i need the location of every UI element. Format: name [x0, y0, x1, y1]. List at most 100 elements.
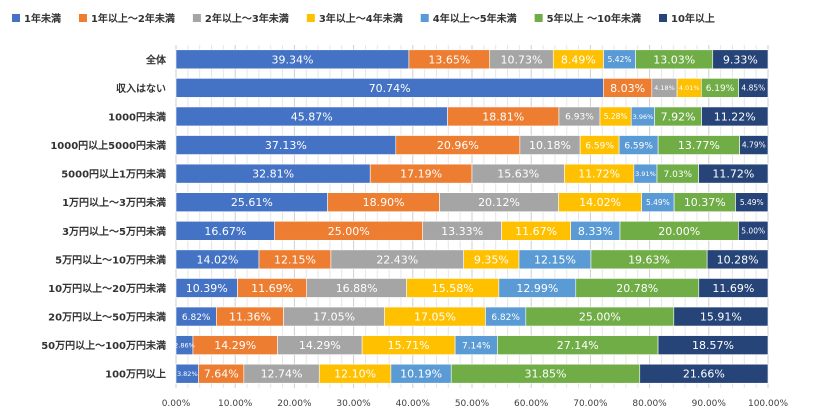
- data-label: 10.18%: [529, 139, 571, 152]
- data-label: 10.73%: [501, 53, 543, 66]
- legend-label: 10年以上: [671, 12, 715, 25]
- legend-label: 2年以上～3年未満: [205, 12, 289, 25]
- data-label: 15.58%: [432, 282, 474, 295]
- bar-segment: [738, 78, 769, 98]
- category-label: 収入はない: [116, 83, 166, 95]
- data-label: 4.18%: [654, 84, 675, 92]
- data-label: 11.72%: [578, 168, 620, 181]
- data-label: 10.37%: [684, 196, 726, 209]
- category-label: 100万円以上: [105, 368, 166, 381]
- data-label: 11.22%: [714, 110, 756, 123]
- data-label: 17.19%: [400, 168, 442, 181]
- bar-segment: [639, 363, 769, 384]
- data-label: 6.82%: [182, 313, 211, 323]
- data-label: 5.49%: [740, 198, 764, 207]
- data-label: 12.10%: [334, 368, 376, 381]
- data-label: 12.15%: [534, 253, 576, 266]
- data-label: 6.19%: [706, 84, 735, 94]
- category-label: 3万円以上～5万円未満: [62, 225, 166, 238]
- x-tick-label: 10.00%: [218, 399, 253, 409]
- data-label: 5.42%: [608, 55, 632, 64]
- data-label: 2.86%: [174, 341, 195, 349]
- data-label: 15.63%: [497, 168, 539, 181]
- legend-swatch: [659, 14, 668, 22]
- x-tick-label: 40.00%: [396, 399, 431, 409]
- data-label: 25.00%: [328, 225, 370, 238]
- bar-segment: [698, 163, 769, 184]
- data-label: 3.96%: [633, 113, 654, 121]
- x-tick-label: 60.00%: [514, 399, 549, 409]
- category-label: 全体: [145, 53, 167, 66]
- legend-label: 1年以上～2年未満: [91, 12, 175, 25]
- data-label: 37.13%: [265, 139, 307, 152]
- data-label: 6.93%: [565, 113, 594, 123]
- bar-segment: [701, 106, 769, 127]
- data-label: 16.67%: [204, 225, 246, 238]
- data-label: 31.85%: [525, 368, 567, 381]
- data-label: 14.02%: [579, 196, 621, 209]
- x-tick-label: 80.00%: [632, 399, 667, 409]
- data-label: 15.91%: [700, 311, 742, 324]
- data-label: 7.14%: [462, 341, 491, 351]
- x-tick-label: 0.00%: [162, 399, 191, 409]
- data-label: 20.00%: [658, 225, 700, 238]
- category-label: 50万円以上～100万円未満: [41, 339, 166, 352]
- data-label: 25.61%: [231, 196, 273, 209]
- data-label: 11.72%: [712, 168, 754, 181]
- data-label: 11.36%: [229, 311, 271, 324]
- legend-label: 1年未満: [24, 12, 61, 25]
- category-label: 5000円以上1万円未満: [61, 168, 166, 181]
- data-label: 70.74%: [369, 82, 411, 95]
- data-label: 32.81%: [252, 168, 294, 181]
- data-label: 3.82%: [177, 370, 198, 378]
- data-label: 39.34%: [271, 53, 313, 66]
- legend: 1年未満 1年以上～2年未満 2年以上～3年未満 3年以上～4年未満 4年以上～5年未満…: [12, 12, 715, 25]
- data-label: 11.69%: [712, 282, 754, 295]
- category-label: 20万円以上～50万円未満: [48, 311, 166, 324]
- data-label: 13.33%: [441, 225, 483, 238]
- data-label: 6.82%: [491, 313, 520, 323]
- data-label: 18.81%: [482, 110, 524, 123]
- data-label: 45.87%: [291, 110, 333, 123]
- data-label: 3.91%: [635, 170, 656, 178]
- data-label: 25.00%: [579, 311, 621, 324]
- category-label: 1000円未満: [108, 110, 166, 123]
- data-label: 20.96%: [437, 139, 479, 152]
- bar-segment: [657, 335, 769, 355]
- legend-label: 5年以上 ～10年未満: [547, 12, 641, 25]
- data-label: 27.14%: [557, 339, 599, 352]
- bar-segment: [739, 135, 769, 155]
- legend-swatch: [78, 14, 87, 22]
- data-label: 17.05%: [414, 311, 456, 324]
- data-label: 10.28%: [717, 253, 759, 266]
- data-label: 13.65%: [428, 53, 470, 66]
- bar-segment: [673, 306, 769, 327]
- data-label: 18.57%: [692, 339, 734, 352]
- category-label: 5万円以上～10万円未満: [55, 253, 166, 266]
- legend-swatch: [420, 14, 429, 22]
- legend-swatch: [192, 14, 201, 22]
- x-tick-label: 70.00%: [573, 399, 608, 409]
- data-label: 6.59%: [585, 141, 614, 151]
- x-tick-label: 100.00%: [748, 399, 788, 409]
- data-label: 8.03%: [610, 82, 645, 95]
- data-label: 22.43%: [376, 253, 418, 266]
- data-label: 8.49%: [561, 53, 596, 66]
- data-label: 14.29%: [214, 339, 256, 352]
- data-label: 19.63%: [628, 253, 670, 266]
- legend-swatch: [534, 14, 543, 22]
- x-tick-label: 30.00%: [336, 399, 371, 409]
- bars: [175, 49, 769, 384]
- legend-label: 4年以上～5年未満: [433, 12, 517, 25]
- data-label: 5.49%: [646, 198, 670, 207]
- bar-segment: [706, 249, 769, 270]
- data-label: 17.05%: [313, 311, 355, 324]
- data-label: 12.15%: [274, 253, 316, 266]
- data-label: 21.66%: [683, 368, 725, 381]
- data-label: 20.12%: [478, 196, 520, 209]
- data-label: 9.35%: [474, 253, 509, 266]
- bar-segment: [738, 220, 769, 241]
